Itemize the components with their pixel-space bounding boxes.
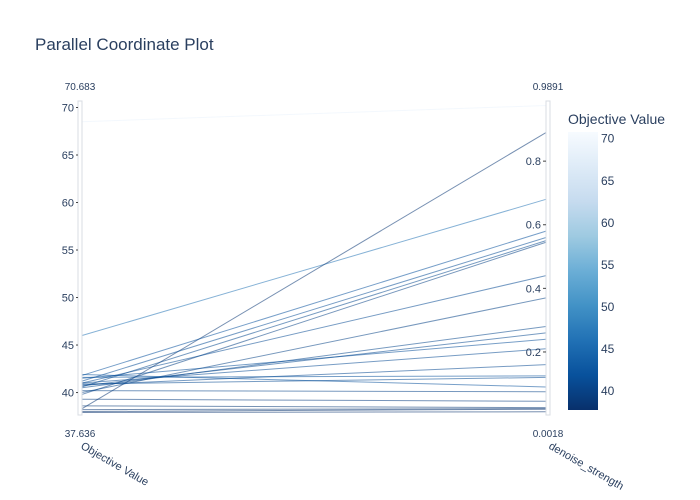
axis-bar[interactable]: [545, 100, 551, 416]
axis-tick: 65: [62, 150, 78, 162]
data-line: [81, 364, 547, 386]
data-line: [81, 390, 547, 393]
colorbar-tick-label: 60: [601, 216, 615, 230]
colorbar-tick-label: 55: [601, 258, 615, 272]
axis-tick-label: 0.4: [526, 283, 541, 295]
axis-bar[interactable]: [77, 100, 83, 416]
data-line: [81, 373, 547, 388]
data-line: [81, 104, 547, 123]
axis-tick-label: 40: [62, 388, 74, 400]
axis-tick-label: 55: [62, 245, 74, 257]
data-line: [81, 398, 547, 402]
data-line: [81, 275, 547, 384]
data-line: [81, 338, 547, 379]
axis-tick: 60: [62, 198, 78, 210]
axis-tick: 0.8: [526, 156, 546, 168]
axis-objective-value[interactable]: 70.683 37.636 Objective Value 40 45 50 55 60…: [62, 82, 151, 489]
colorbar-tick-label: 70: [601, 132, 615, 146]
axis-objective-max-label: 70.683: [65, 82, 96, 93]
axis-denoise-min-label: 0.0018: [533, 429, 564, 440]
colorbar-gradient: [568, 132, 598, 410]
data-line: [81, 230, 547, 376]
colorbar: Objective Value 40 45 50 55 60 65 70: [568, 111, 665, 410]
axis-tick-label: 0.8: [526, 156, 541, 168]
data-line: [81, 198, 547, 337]
axis-denoise-title: denoise_strength: [547, 440, 626, 493]
colorbar-tick-label: 50: [601, 300, 615, 314]
chart-title: Parallel Coordinate Plot: [35, 35, 214, 54]
axis-tick: 0.2: [526, 347, 546, 359]
axis-denoise-max-label: 0.9891: [533, 82, 564, 93]
colorbar-title: Objective Value: [568, 111, 665, 127]
colorbar-tick-label: 45: [601, 342, 615, 356]
axis-tick: 0.6: [526, 220, 546, 232]
axis-tick: 40: [62, 388, 78, 400]
axis-objective-title: Objective Value: [79, 440, 151, 489]
colorbar-tick-label: 65: [601, 174, 615, 188]
data-line: [81, 411, 547, 413]
axis-tick: 45: [62, 340, 78, 352]
colorbar-ticks: 40 45 50 55 60 65 70: [601, 132, 615, 398]
axis-tick-label: 50: [62, 293, 74, 305]
data-line: [81, 405, 547, 409]
data-line: [81, 408, 547, 411]
data-line: [81, 236, 547, 382]
data-line: [81, 241, 547, 395]
axis-tick-label: 65: [62, 150, 74, 162]
data-lines: [81, 104, 547, 413]
data-line: [81, 408, 547, 413]
colorbar-tick-label: 40: [601, 384, 615, 398]
data-line: [81, 240, 547, 388]
axis-tick-label: 0.2: [526, 347, 541, 359]
axis-tick: 55: [62, 245, 78, 257]
axis-tick-label: 70: [62, 102, 74, 114]
axis-tick: 70: [62, 102, 78, 114]
axis-tick: 0.4: [526, 283, 546, 295]
axis-tick: 50: [62, 293, 78, 305]
axis-tick-label: 45: [62, 340, 74, 352]
data-line: [81, 375, 547, 378]
axis-tick-label: 60: [62, 198, 74, 210]
axis-tick-label: 0.6: [526, 220, 541, 232]
axis-objective-min-label: 37.636: [65, 429, 96, 440]
